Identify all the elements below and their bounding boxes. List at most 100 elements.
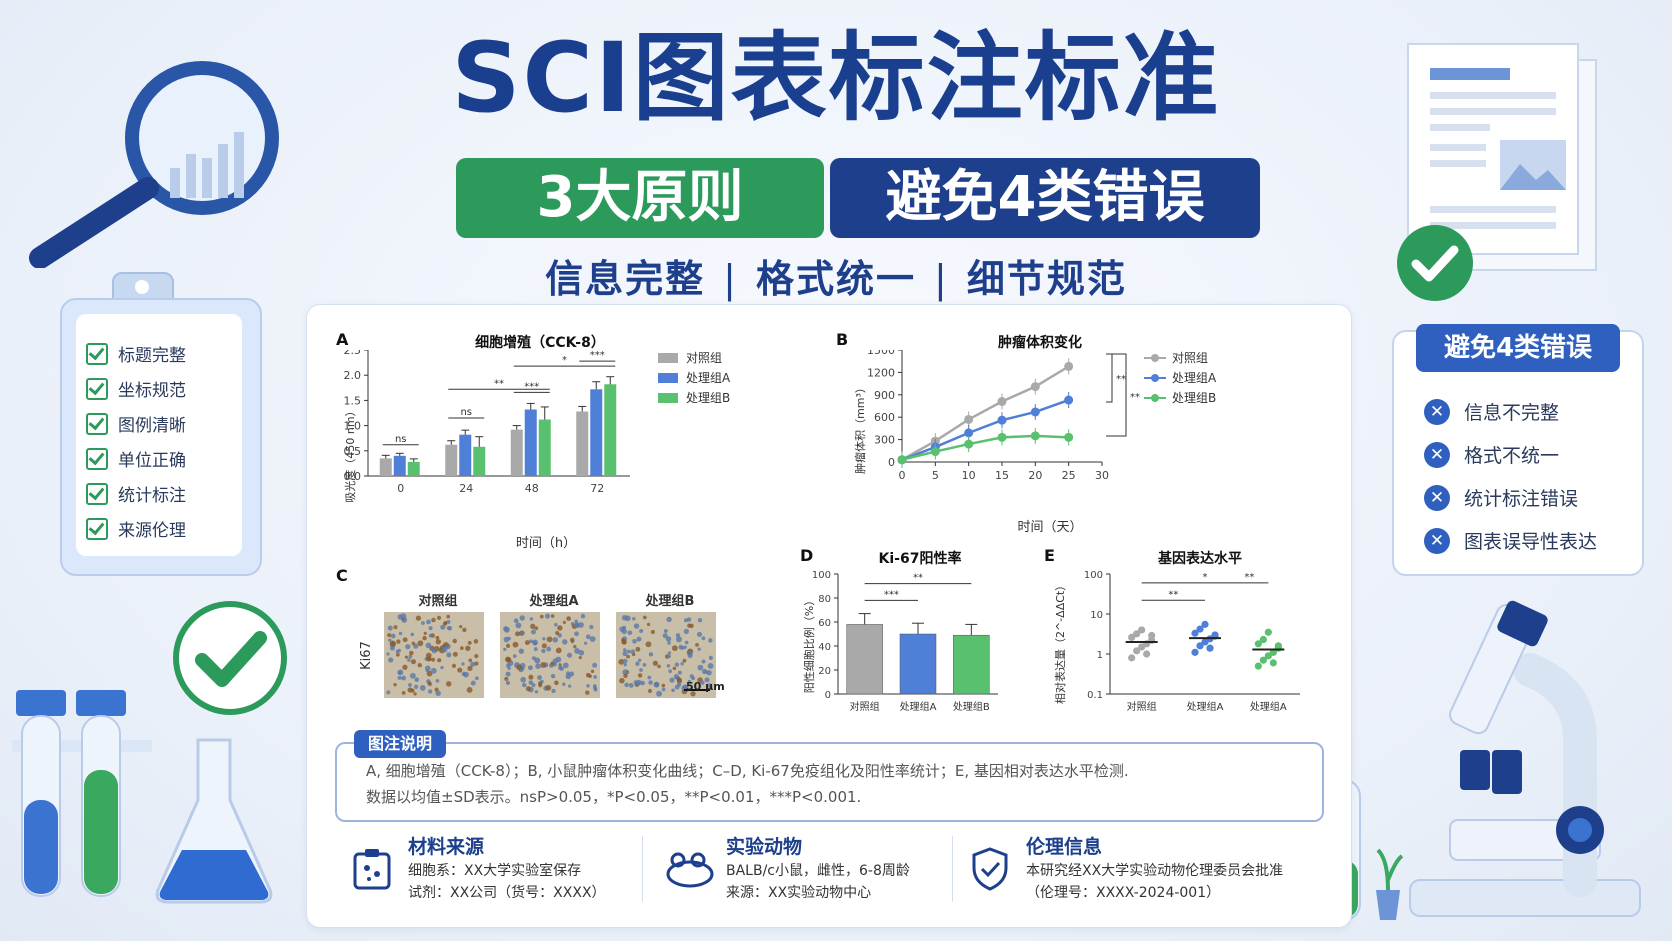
ihc-cell — [387, 633, 392, 638]
info-ethics-title: 伦理信息 — [1026, 836, 1103, 858]
ihc-cell — [451, 663, 457, 668]
chart-d-title: Ki-67阳性率 — [878, 551, 962, 567]
ihc-cell — [474, 653, 479, 659]
ihc-cell — [545, 613, 551, 619]
significance-label: *** — [524, 381, 539, 392]
ihc-cell — [431, 648, 437, 654]
principle-2: 格式统一 — [755, 257, 916, 301]
principle-1: 信息完整 — [545, 257, 706, 301]
ihc-cell — [401, 690, 406, 695]
ihc-cell — [531, 683, 536, 688]
ihc-cell — [540, 679, 544, 684]
ihc-cell — [389, 640, 396, 647]
ihc-cell — [397, 614, 404, 620]
x-circle-icon: ✕ — [1424, 527, 1450, 554]
ihc-cell — [623, 648, 627, 652]
ihc-cell — [673, 674, 680, 680]
data-point — [1269, 659, 1277, 667]
ihc-cell — [619, 626, 625, 632]
bar — [604, 384, 617, 476]
ihc-cell — [621, 639, 627, 645]
data-point — [1064, 361, 1074, 371]
bar — [407, 461, 420, 476]
caption-line-1: A, 细胞增殖（CCK-8）；B, 小鼠肿瘤体积变化曲线；C–D, Ki-67免… — [366, 762, 1129, 780]
ihc-cell — [580, 613, 586, 619]
significance-label: * — [562, 355, 567, 366]
ihc-cell — [684, 640, 689, 645]
ihc-cell — [583, 641, 588, 645]
chart-a-xlabel: 时间（h） — [515, 536, 577, 551]
checklist-item: 图例清晰 — [86, 406, 186, 441]
legend-swatch — [658, 393, 678, 403]
ihc-cell — [639, 628, 644, 634]
cell-icon — [353, 849, 391, 890]
ihc-cell — [407, 687, 413, 693]
ihc-cell — [562, 639, 568, 645]
data-point — [1196, 642, 1204, 650]
ihc-cell — [704, 670, 709, 674]
ihc-cell — [589, 636, 596, 643]
ihc-cell — [398, 631, 403, 636]
ihc-cell — [397, 675, 402, 680]
legend-swatch — [658, 353, 678, 363]
ihc-cell — [662, 633, 668, 639]
x-tick-label: 24 — [459, 482, 473, 495]
legend-swatch — [658, 373, 678, 383]
ihc-cell — [445, 681, 452, 687]
ihc-images — [384, 612, 716, 698]
ihc-cell — [668, 669, 672, 674]
ihc-cell — [531, 629, 536, 635]
ihc-cell — [626, 649, 631, 654]
ihc-cell — [652, 660, 658, 666]
ihc-cell — [648, 652, 654, 657]
data-point — [1259, 635, 1267, 644]
ihc-cell — [435, 690, 441, 696]
ihc-cell — [446, 614, 451, 619]
panel-label-a: A — [336, 330, 349, 349]
ihc-cell — [415, 615, 422, 621]
shield-icon — [972, 847, 1008, 891]
ihc-cell — [435, 639, 442, 645]
ihc-cell — [540, 662, 547, 668]
significance-label: ** — [1244, 572, 1254, 583]
ihc-cell — [621, 614, 628, 621]
data-point — [964, 439, 974, 449]
ihc-cell — [578, 655, 582, 660]
ihc-cell — [446, 626, 451, 630]
ihc-cell — [437, 658, 442, 663]
info-materials-title: 材料来源 — [408, 836, 485, 858]
ihc-cell — [505, 643, 511, 649]
ihc-cell — [388, 657, 394, 663]
ihc-cell — [539, 614, 544, 619]
ihc-cell — [435, 635, 440, 640]
x-tick-label: 30 — [1095, 469, 1109, 482]
y-tick-label: 0.0 — [344, 470, 362, 483]
ihc-cell — [402, 664, 408, 670]
error-item: ✕ 统计标注错误 — [1424, 476, 1597, 519]
ihc-cell — [428, 633, 433, 638]
ihc-cell — [585, 634, 591, 640]
data-point — [1264, 652, 1272, 660]
data-point — [997, 432, 1007, 442]
ihc-cell — [661, 687, 666, 692]
ihc-cell — [708, 685, 713, 690]
info-ethics-line: 本研究经XX大学实验动物伦理委员会批准 — [1026, 863, 1284, 879]
y-tick-label: 2.5 — [344, 350, 362, 357]
significance-bracket — [1106, 353, 1127, 437]
document-icon — [1407, 43, 1597, 271]
significance-label: ** — [1116, 374, 1126, 385]
checklist-label: 统计标注 — [118, 486, 186, 506]
ihc-cell — [639, 668, 643, 672]
ihc-cell — [534, 690, 539, 694]
bar — [510, 429, 523, 476]
ihc-cell — [570, 622, 575, 626]
ihc-cell — [555, 647, 562, 654]
data-point — [1274, 642, 1282, 650]
checklist-item: 标题完整 — [86, 336, 186, 371]
data-point — [1191, 648, 1199, 656]
scale-bar-label: 50 μm — [686, 680, 725, 693]
legend-label: 处理组B — [1172, 391, 1216, 405]
ihc-cell — [635, 661, 640, 666]
principles-badge: 3大原则 — [456, 158, 824, 238]
